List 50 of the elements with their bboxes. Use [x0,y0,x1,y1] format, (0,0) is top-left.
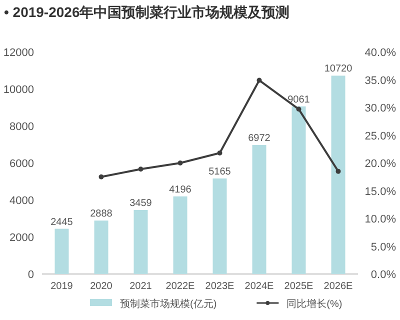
data-label: 2888 [90,208,113,220]
point [336,168,341,174]
y-tick-label: 12000 [3,47,34,59]
x-tick-label: 2024E [244,281,274,292]
x-tick-label: 2023E [205,281,235,292]
bar [134,210,148,274]
bar [212,178,227,274]
y2-tick-label: 35.0% [364,74,396,87]
bar [173,196,188,274]
x-tick-label: 2021 [130,281,152,292]
data-label: 10720 [324,64,353,75]
y2-tick-label: 0.0% [370,269,396,281]
data-label: 4196 [169,184,192,196]
y2-tick-label: 20.0% [364,158,396,170]
y2-tick-label: 40.0% [364,47,396,59]
legend-label: 同比增长(%) [286,298,342,310]
point [138,166,144,172]
y-tick-label: 4000 [10,195,34,207]
legend-label: 预制菜市场规模(亿元) [120,298,217,310]
data-label: 6972 [248,133,271,144]
data-label: 9061 [288,94,310,106]
y2-tick-label: 15.0% [364,186,396,198]
y2-tick-label: 5.0% [370,241,396,254]
bar [54,228,69,274]
x-tick-label: 2019 [50,281,74,292]
point [217,150,222,156]
point [178,160,183,166]
point [98,174,104,180]
y-tick-label: 10000 [3,84,34,96]
y2-tick-label: 10.0% [364,214,396,226]
x-tick-label: 2026E [324,281,354,292]
bar [292,106,306,274]
bar [252,145,266,274]
bar [94,220,108,274]
y-tick-label: 6000 [10,158,34,170]
chart-title: • 2019-2026年中国预制菜行业市场规模及预测 [4,4,290,20]
y-tick-label: 2000 [10,232,34,244]
y2-tick-label: 25.0% [364,130,396,142]
point [256,78,262,83]
x-tick-label: 2022E [166,281,196,292]
data-label: 2445 [50,216,74,228]
data-label: 5165 [208,166,232,178]
x-tick-label: 2020 [90,281,113,292]
point [296,106,302,112]
x-tick-label: 2025E [284,281,314,292]
y-tick-label: 8000 [10,121,34,133]
y2-tick-label: 30.0% [364,102,396,114]
data-label: 3459 [130,198,152,210]
y-tick-label: 0 [28,269,34,281]
bar [331,76,346,274]
